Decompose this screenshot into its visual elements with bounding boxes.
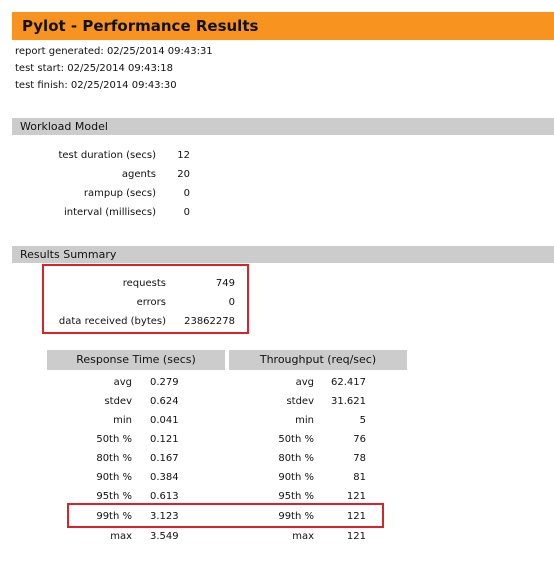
summary-label: data received (bytes) (58, 316, 166, 327)
workload-label: test duration (secs) (58, 150, 156, 161)
summary-heading: Results Summary (20, 248, 117, 261)
rt-value: 0.613 (150, 491, 179, 502)
percentile-highlight-box (67, 503, 384, 528)
tp-label: avg (295, 377, 314, 388)
tp-label: min (295, 415, 314, 426)
tp-label: 50th % (278, 434, 314, 445)
rt-label: min (113, 415, 132, 426)
test-start-label: test start: (15, 63, 65, 74)
rt-value: 0.167 (150, 453, 179, 464)
workload-label: rampup (secs) (83, 188, 156, 199)
tp-value: 121 (346, 491, 366, 502)
page-title: Pylot - Performance Results (22, 17, 259, 35)
test-finish-line: test finish: 02/25/2014 09:43:30 (15, 80, 177, 91)
test-start-value: 02/25/2014 09:43:18 (67, 63, 173, 74)
rt-value: 3.123 (150, 511, 179, 522)
tp-label: 90th % (278, 472, 314, 483)
rt-label: 95th % (96, 491, 132, 502)
test-finish-value: 02/25/2014 09:43:30 (70, 80, 177, 91)
tp-value: 31.621 (331, 396, 366, 407)
workload-label: agents (121, 169, 156, 180)
summary-highlight-box (42, 264, 249, 334)
tp-value: 62.417 (331, 377, 366, 388)
tp-label: max (292, 531, 314, 542)
summary-value: 0 (228, 297, 235, 308)
workload-label: interval (millisecs) (63, 207, 156, 218)
title-bar (12, 12, 554, 40)
rt-value: 0.041 (150, 415, 179, 426)
rt-label: 50th % (96, 434, 132, 445)
rt-label: 90th % (96, 472, 132, 483)
report-generated-label: report generated: (15, 46, 104, 57)
tp-value: 81 (353, 472, 366, 483)
rt-value: 0.121 (150, 434, 179, 445)
rt-value: 0.279 (150, 377, 179, 388)
rt-label: avg (113, 377, 132, 388)
tp-value: 121 (346, 511, 366, 522)
tp-label: 80th % (278, 453, 314, 464)
tp-value: 121 (346, 531, 366, 542)
summary-value: 23862278 (184, 316, 235, 327)
report-generated-value: 02/25/2014 09:43:31 (106, 46, 213, 57)
tp-value: 76 (353, 434, 366, 445)
workload-section-bar (12, 118, 554, 135)
rt-label: 99th % (96, 511, 132, 522)
tp-value: 5 (359, 415, 366, 426)
rt-value: 0.624 (150, 396, 179, 407)
workload-value: 0 (183, 188, 190, 199)
test-start-line: test start: 02/25/2014 09:43:18 (15, 63, 173, 74)
throughput-heading: Throughput (req/sec) (229, 350, 407, 370)
rt-label: max (110, 531, 132, 542)
report-generated-line: report generated: 02/25/2014 09:43:31 (15, 46, 213, 57)
summary-value: 749 (215, 278, 235, 289)
test-finish-label: test finish: (15, 80, 68, 91)
tp-value: 78 (353, 453, 366, 464)
summary-label: errors (136, 297, 166, 308)
tp-label: 99th % (278, 511, 314, 522)
workload-heading: Workload Model (20, 120, 108, 133)
rt-value: 3.549 (150, 531, 179, 542)
tp-label: stdev (286, 396, 314, 407)
summary-section-bar (12, 246, 554, 263)
rt-label: 80th % (96, 453, 132, 464)
workload-value: 12 (177, 150, 190, 161)
tp-label: 95th % (278, 491, 314, 502)
rt-value: 0.384 (150, 472, 179, 483)
response-time-heading: Response Time (secs) (47, 350, 225, 370)
summary-label: requests (122, 278, 166, 289)
rt-label: stdev (104, 396, 132, 407)
workload-value: 0 (183, 207, 190, 218)
workload-value: 20 (177, 169, 190, 180)
